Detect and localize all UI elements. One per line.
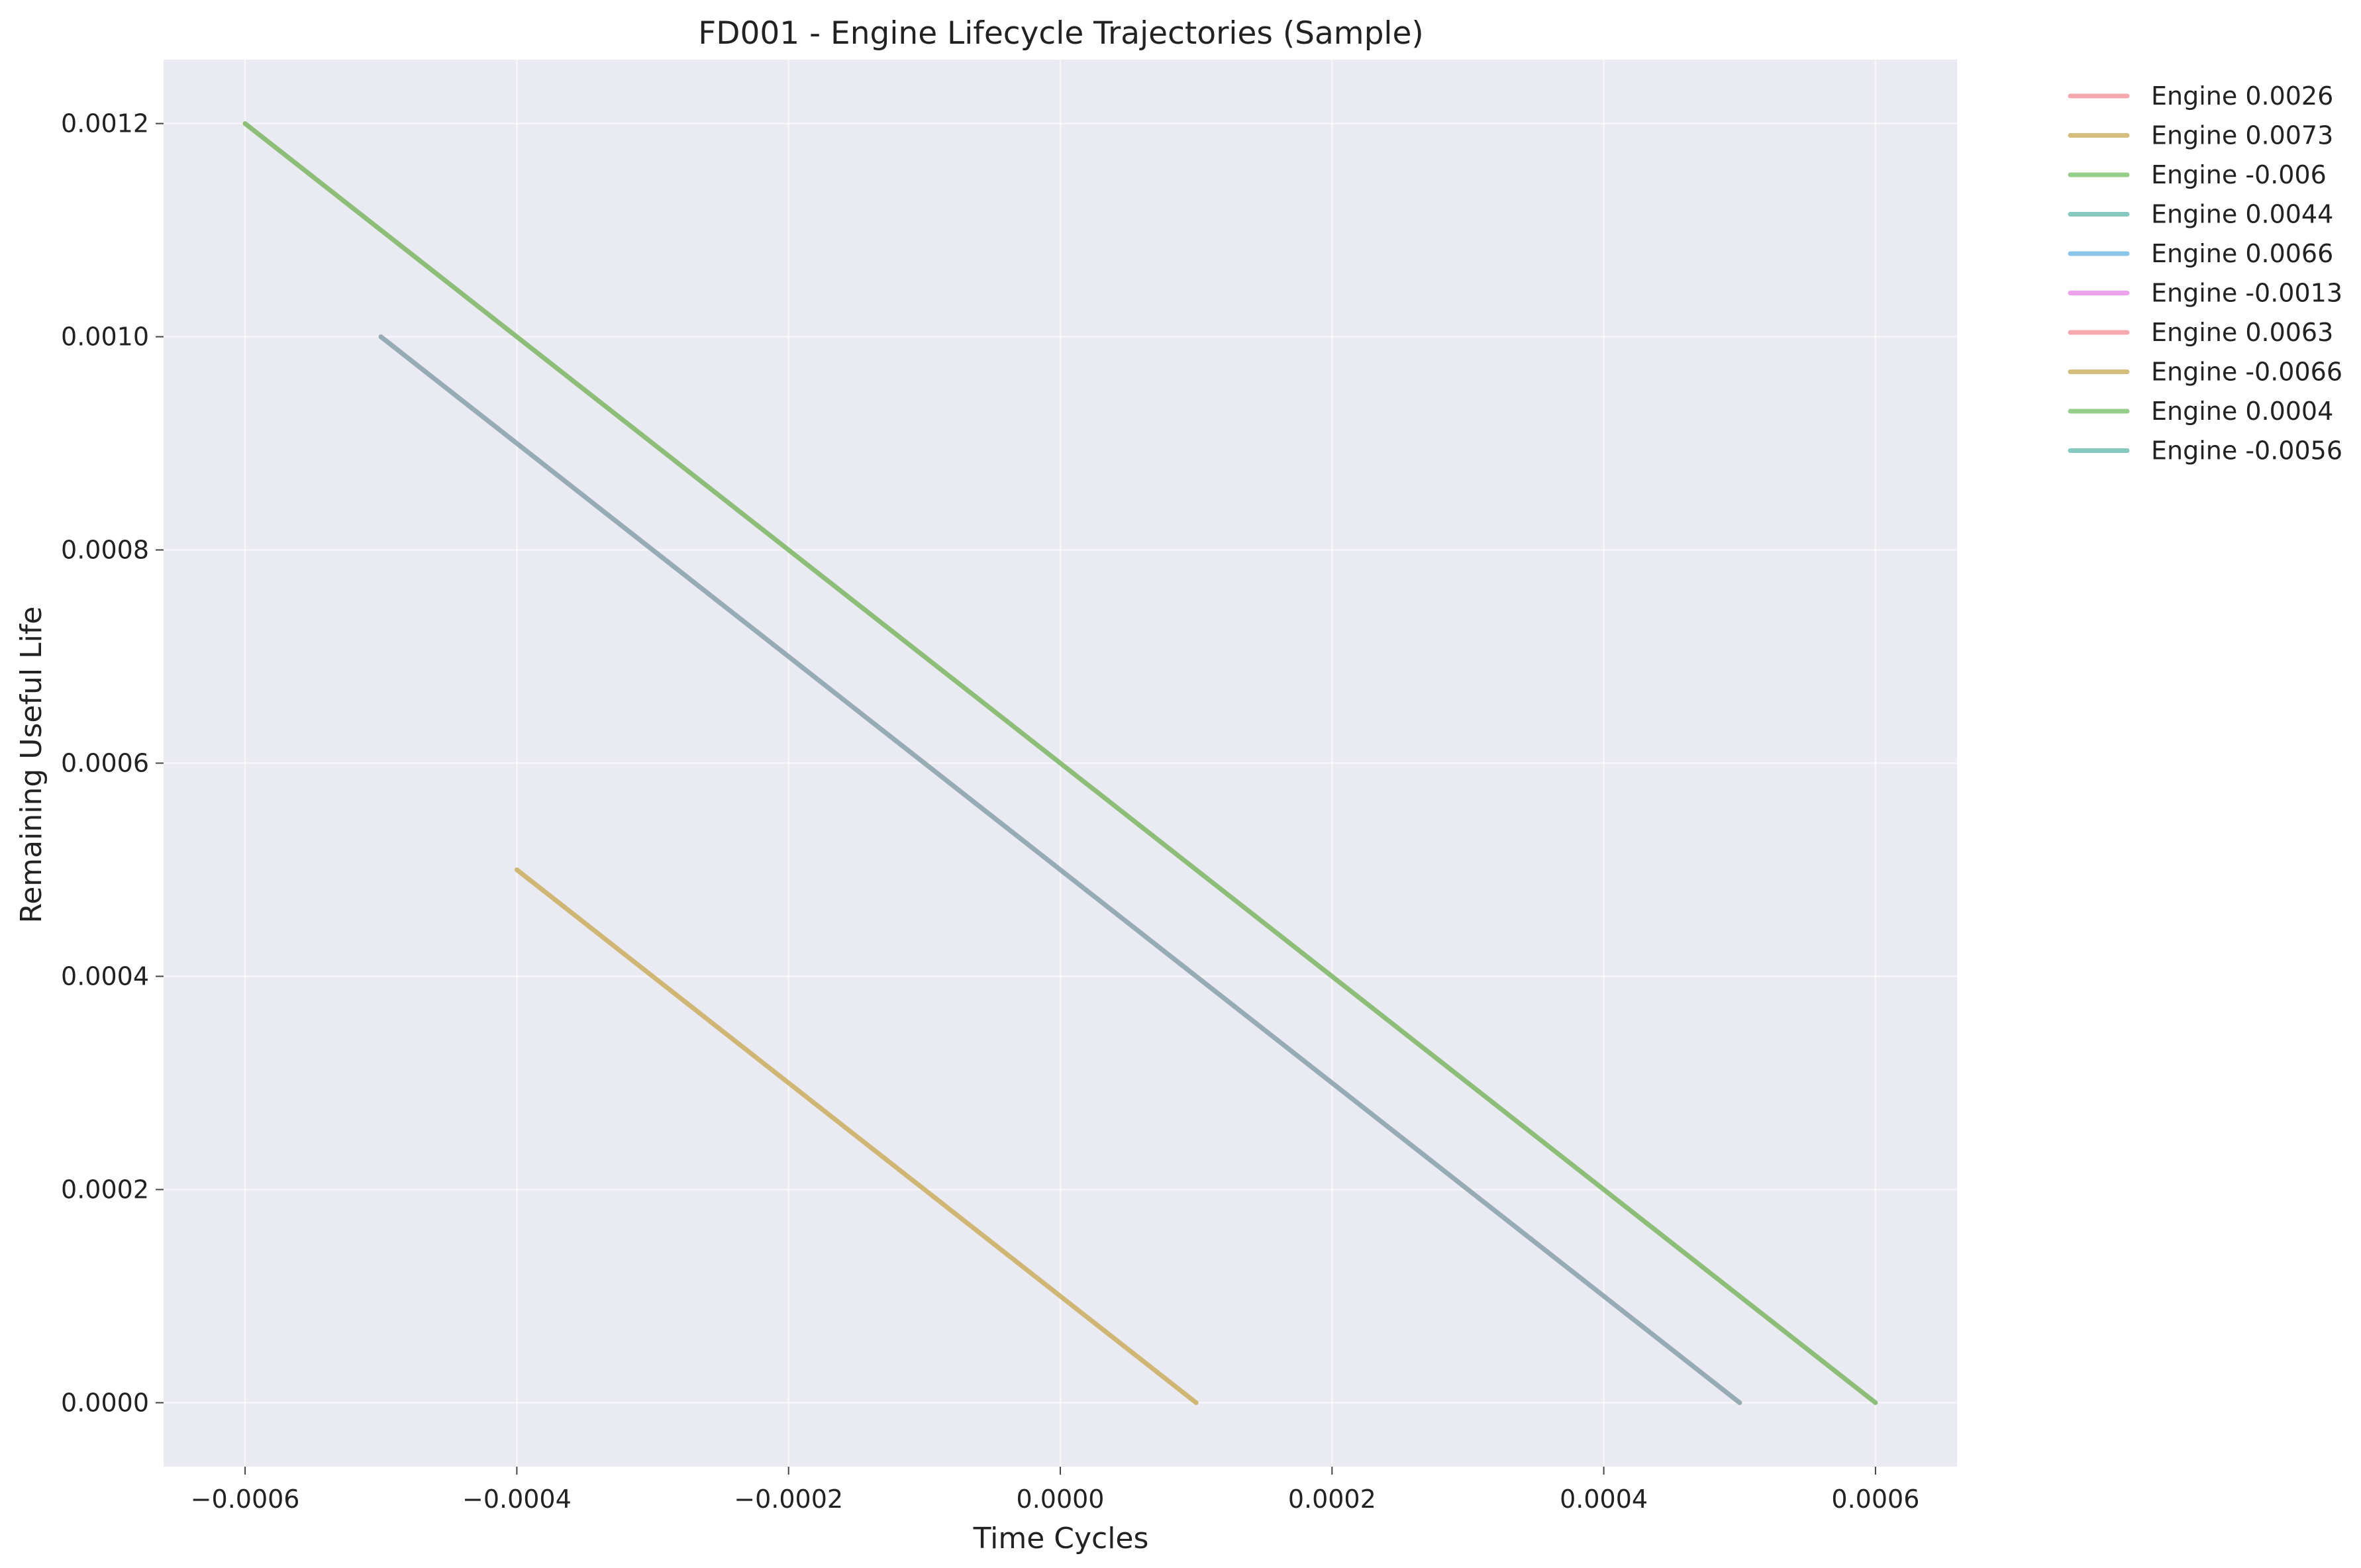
x-tick-label: 0.0006 bbox=[1831, 1485, 1919, 1514]
y-tick-label: 0.0008 bbox=[61, 536, 149, 565]
x-tick-label: 0.0004 bbox=[1560, 1485, 1648, 1514]
y-tick-label: 0.0004 bbox=[61, 961, 149, 991]
series-line-8 bbox=[514, 867, 1199, 1405]
legend-label: Engine -0.0013 bbox=[2151, 279, 2342, 308]
y-tick-label: 0.0002 bbox=[61, 1175, 149, 1204]
y-tick-label: 0.0010 bbox=[61, 322, 149, 352]
x-axis-title: Time Cycles bbox=[973, 1522, 1149, 1555]
legend-label: Engine 0.0063 bbox=[2151, 318, 2333, 347]
legend-label: Engine -0.006 bbox=[2151, 160, 2327, 189]
legend-label: Engine 0.0004 bbox=[2151, 397, 2333, 426]
y-tick-label: 0.0006 bbox=[61, 749, 149, 778]
x-tick-label: −0.0006 bbox=[191, 1485, 300, 1514]
legend-label: Engine -0.0056 bbox=[2151, 436, 2342, 466]
legend-label: Engine -0.0066 bbox=[2151, 358, 2342, 387]
series-line-9 bbox=[242, 121, 1878, 1405]
legend-label: Engine 0.0073 bbox=[2151, 121, 2333, 150]
x-tick-label: −0.0004 bbox=[462, 1485, 572, 1514]
y-axis-title: Remaining Useful Life bbox=[15, 607, 48, 924]
x-tick-label: 0.0002 bbox=[1288, 1485, 1376, 1514]
y-tick-labels: 0.0000 0.0002 0.0004 0.0006 0.0008 0.0010 0.00… bbox=[61, 109, 164, 1417]
x-tick-label: 0.0000 bbox=[1017, 1485, 1105, 1514]
legend-label: Engine 0.0066 bbox=[2151, 239, 2333, 268]
legend-label: Engine 0.0044 bbox=[2151, 200, 2333, 229]
x-tick-labels: −0.0006 −0.0004 −0.0002 0.0000 0.0002 0.0004 0… bbox=[191, 1467, 1919, 1514]
series-lines bbox=[242, 121, 1878, 1405]
chart-title: FD001 - Engine Lifecycle Trajectories (S… bbox=[698, 15, 1423, 52]
legend: Engine 0.0026 Engine 0.0073 Engine -0.006 E… bbox=[2068, 81, 2342, 466]
y-tick-label: 0.0012 bbox=[61, 109, 149, 138]
legend-label: Engine 0.0026 bbox=[2151, 81, 2333, 111]
y-tick-label: 0.0000 bbox=[61, 1388, 149, 1417]
x-tick-label: −0.0002 bbox=[734, 1485, 843, 1514]
series-line-10 bbox=[378, 334, 1742, 1405]
